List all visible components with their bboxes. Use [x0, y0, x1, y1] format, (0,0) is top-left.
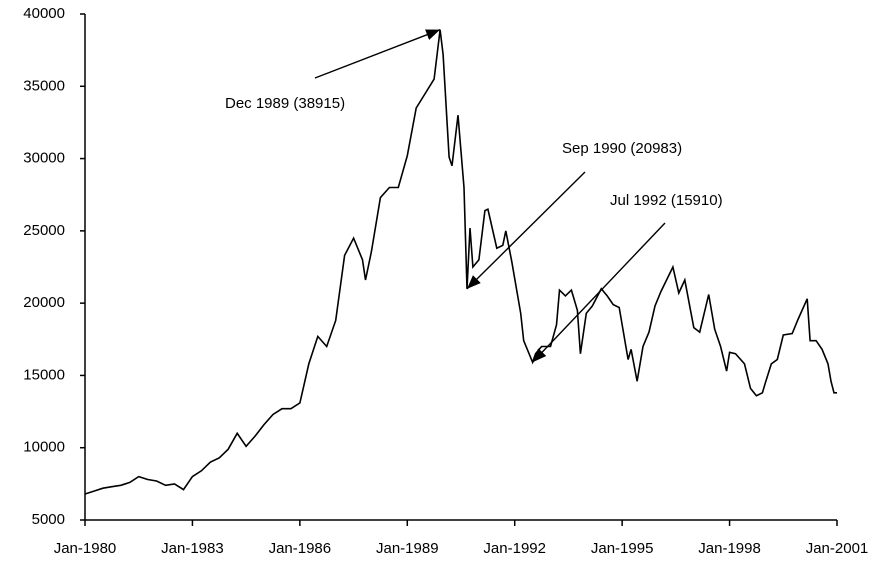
x-tick-label: Jan-2001: [806, 540, 869, 557]
x-tick-label: Jan-1995: [591, 540, 654, 557]
y-tick-label: 5000: [32, 511, 65, 528]
x-tick-label: Jan-1980: [54, 540, 117, 557]
annotation: Jul 1992 (15910): [610, 192, 723, 209]
annotation: Dec 1989 (38915): [225, 95, 345, 112]
annotation: Sep 1990 (20983): [562, 140, 682, 157]
y-tick-label: 25000: [23, 222, 65, 239]
y-tick-label: 35000: [23, 77, 65, 94]
x-tick-label: Jan-1992: [483, 540, 546, 557]
y-tick-label: 10000: [23, 439, 65, 456]
annotation-arrow: [532, 222, 666, 363]
y-tick-label: 20000: [23, 294, 65, 311]
y-tick-label: 30000: [23, 150, 65, 167]
x-tick-label: Jan-1989: [376, 540, 439, 557]
x-tick-label: Jan-1998: [698, 540, 761, 557]
x-tick-label: Jan-1983: [161, 540, 224, 557]
y-tick-label: 40000: [23, 5, 65, 22]
annotation-arrow: [466, 171, 586, 290]
line: [84, 29, 837, 495]
x-tick-label: Jan-1986: [269, 540, 332, 557]
y-tick-label: 15000: [23, 366, 65, 383]
annotation-arrow: [314, 29, 441, 79]
